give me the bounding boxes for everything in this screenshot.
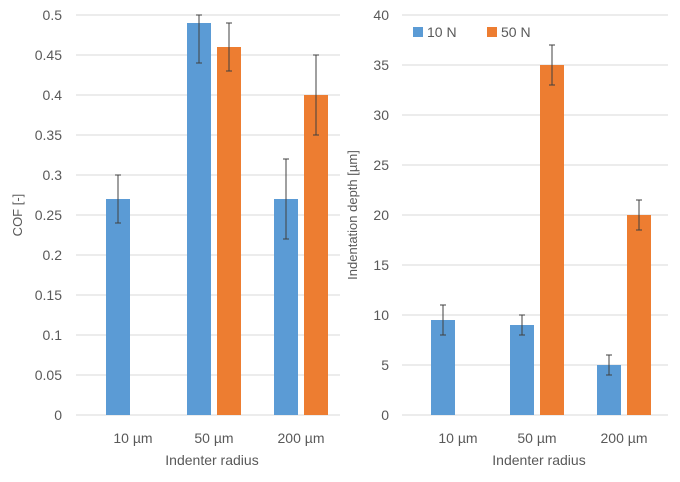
x-axis-label: Indenter radius xyxy=(165,452,258,468)
x-tick-label: 200 µm xyxy=(278,430,325,446)
y-tick-label: 25 xyxy=(373,157,389,173)
y-tick-label: 0.3 xyxy=(43,167,63,183)
x-tick-label: 50 µm xyxy=(194,430,233,446)
chart-2: 0 5 10 15 20 25 30 35 40 Indentation depth [µm] 10… xyxy=(345,7,668,468)
x-tick-label: 50 µm xyxy=(517,430,556,446)
bar-1 xyxy=(431,320,455,415)
y-tick-label: 0.5 xyxy=(43,7,63,23)
bar-2 xyxy=(217,47,241,415)
y-tick-label: 30 xyxy=(373,107,389,123)
x-tick-label: 10 µm xyxy=(438,430,477,446)
x-tick-label: 10 µm xyxy=(113,430,152,446)
y-tick-label: 10 xyxy=(373,307,389,323)
bar-2 xyxy=(304,95,328,415)
bar-2 xyxy=(627,215,651,415)
legend: 10 N 50 N xyxy=(413,24,531,40)
y-tick-label: 0.2 xyxy=(43,247,63,263)
y-axis-label: Indentation depth [µm] xyxy=(345,150,360,280)
legend-label: 10 N xyxy=(427,24,457,40)
y-tick-label: 20 xyxy=(373,207,389,223)
y-tick-label: 0 xyxy=(54,407,62,423)
y-tick-label: 0 xyxy=(381,407,389,423)
bar-1 xyxy=(106,199,130,415)
legend-swatch xyxy=(487,27,497,37)
y-axis-label: COF [-] xyxy=(10,194,25,237)
y-tick-label: 0.1 xyxy=(43,327,63,343)
y-tick-label: 0.05 xyxy=(35,367,62,383)
y-tick-label: 0.4 xyxy=(43,87,63,103)
y-tick-label: 35 xyxy=(373,57,389,73)
legend-label: 50 N xyxy=(501,24,531,40)
x-axis-label: Indenter radius xyxy=(492,452,585,468)
y-tick-label: 5 xyxy=(381,357,389,373)
chart-1: 0 0.05 0.1 0.15 0.2 0.25 0.3 0.35 0.4 0.45 0.5 COF … xyxy=(10,7,340,468)
bar-2 xyxy=(540,65,564,415)
y-tick-label: 0.25 xyxy=(35,207,62,223)
y-tick-label: 0.35 xyxy=(35,127,62,143)
bar-1 xyxy=(187,23,211,415)
y-tick-label: 0.45 xyxy=(35,47,62,63)
x-tick-label: 200 µm xyxy=(601,430,648,446)
y-tick-label: 15 xyxy=(373,257,389,273)
bar-1 xyxy=(510,325,534,415)
y-tick-label: 40 xyxy=(373,7,389,23)
y-tick-label: 0.15 xyxy=(35,287,62,303)
legend-swatch xyxy=(413,27,423,37)
